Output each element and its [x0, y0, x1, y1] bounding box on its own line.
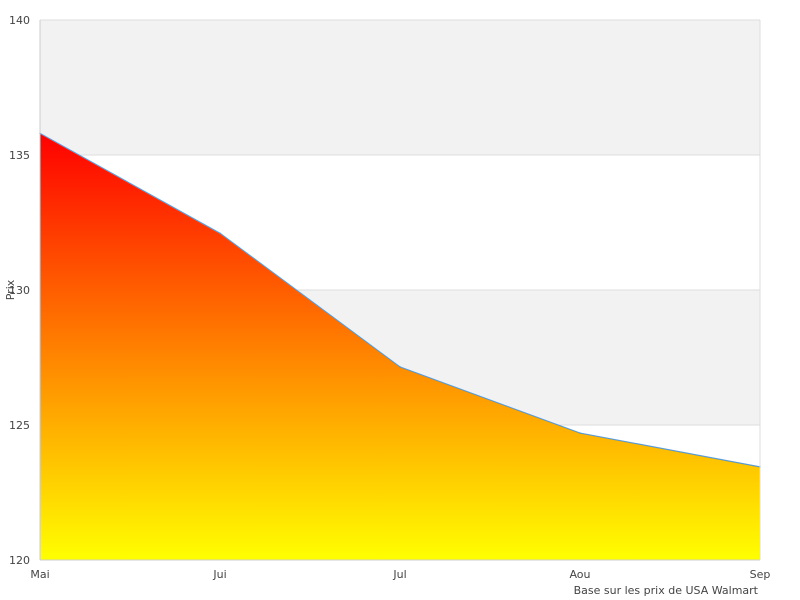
y-tick-label: 125 — [9, 419, 30, 432]
axes: 120 125 130 135 140 Mai Jui Jul Aou Sep — [9, 14, 770, 581]
data-point — [219, 232, 221, 235]
data-point — [579, 432, 581, 434]
area-layer — [39, 132, 761, 560]
y-tick-label: 135 — [9, 149, 30, 162]
x-tick-label: Aou — [569, 568, 590, 581]
y-tick-label: 120 — [9, 554, 30, 567]
y-axis-title: Prix — [4, 279, 17, 300]
x-tick-label: Mai — [30, 568, 49, 581]
y-tick-label: 140 — [9, 14, 30, 27]
x-tick-label: Sep — [750, 568, 771, 581]
source-note: Base sur les prix de USA Walmart — [573, 584, 758, 597]
series-area — [40, 133, 760, 560]
y-tick-label: 130 — [9, 284, 30, 297]
x-tick-label: Jui — [212, 568, 226, 581]
background-band — [40, 20, 760, 155]
x-tick-label: Jul — [392, 568, 406, 581]
data-point — [399, 366, 401, 368]
